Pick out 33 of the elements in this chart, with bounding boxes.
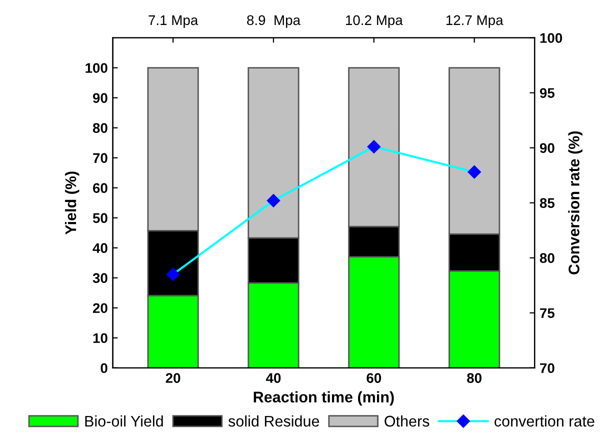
y2-tick-label: 90 — [540, 143, 554, 153]
y-tick-label: 0 — [100, 363, 108, 374]
x-tick-label: 40 — [266, 373, 281, 383]
y2-tick-label: 95 — [540, 88, 555, 98]
annotation: 8.9 Mpa — [247, 15, 301, 28]
y-tick-label: 90 — [92, 93, 108, 103]
y-tick-label: 100 — [86, 63, 108, 73]
y-tick-label: 20 — [92, 303, 108, 314]
y-tick-label: 80 — [92, 123, 108, 133]
y2-tick-label: 100 — [540, 33, 562, 43]
y-tick-label: 30 — [92, 273, 108, 284]
x-tick-label: 20 — [166, 373, 180, 383]
y2-tick-label: 85 — [540, 198, 555, 208]
y2-tick-label: 80 — [540, 253, 554, 264]
annotation: 12.7 Mpa — [446, 15, 504, 28]
legend-label: Bio-oil Yield — [85, 415, 163, 427]
y-tick-label: 70 — [93, 153, 108, 163]
x-tick-label: 60 — [366, 373, 382, 383]
y2-tick-label: 70 — [540, 363, 554, 374]
legend-label: Others — [384, 415, 430, 427]
y2-tick-label: 75 — [540, 308, 555, 318]
y-tick-label: 50 — [92, 213, 108, 223]
annotation: 10.2 Mpa — [346, 15, 403, 28]
x-tick-label: 80 — [467, 373, 482, 383]
legend-label: solid Residue — [228, 415, 320, 427]
y-tick-label: 10 — [93, 333, 108, 344]
y-axis-title: Yield (%) — [64, 172, 80, 235]
legend-label: convertion rate — [494, 415, 594, 427]
annotation: 7.1 Mpa — [148, 15, 198, 28]
y-tick-label: 40 — [92, 243, 108, 254]
x-axis-title: Reaction time (min) — [254, 391, 394, 406]
y-tick-label: 60 — [93, 183, 108, 193]
y2-axis-title: Conversion rate (%) — [568, 131, 582, 274]
